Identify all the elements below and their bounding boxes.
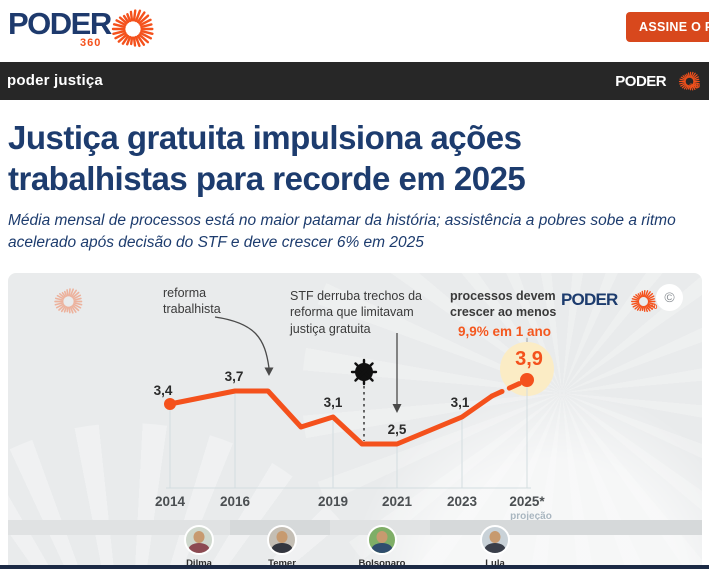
value-label-2019: 3,1 (323, 395, 343, 410)
president-photo (480, 525, 510, 555)
annotation-growth-forecast: processos devem crescer ao menos (450, 289, 557, 320)
x-tick-2023: 2023 (446, 494, 478, 509)
poder360-logo[interactable]: PODER 360 (8, 4, 168, 58)
president-name: Bolsonaro (358, 558, 406, 565)
projection-note: projeção (510, 511, 552, 522)
annotation-stf-decision: STF derruba trechos da reforma que limit… (290, 289, 423, 336)
chart-poder360-logo: PODER 360 (561, 290, 657, 315)
projected-data-point (520, 373, 534, 387)
president-photo (267, 525, 297, 555)
poder-logo-360: 360 (80, 37, 102, 49)
president-lula: Lula (460, 525, 530, 565)
x-tick-2014: 2014 (154, 494, 186, 509)
footer-strip (0, 565, 709, 569)
chart-logo-360: 360 (646, 304, 658, 311)
chart-starburst-icon (630, 288, 657, 315)
covid-virus-icon (350, 358, 378, 386)
value-label-2014: 3,4 (153, 383, 173, 398)
copyright-icon: © (656, 284, 683, 311)
stf-arrow (392, 333, 402, 413)
president-dilma: Dilma (164, 525, 234, 565)
article-subtitle: Média mensal de processos está no maior … (8, 212, 676, 252)
navbar-logo-text: PODER (615, 72, 667, 90)
president-name: Temer (268, 558, 296, 565)
first-data-point (164, 398, 176, 410)
value-label-2021: 2,5 (387, 422, 407, 437)
timeline-segment (8, 520, 230, 535)
president-name: Lula (485, 558, 505, 565)
projection-dashed-line (489, 378, 528, 399)
subscribe-button[interactable]: ASSINE O P (626, 12, 709, 42)
line-chart (164, 316, 554, 489)
gridlines (166, 380, 531, 489)
poder-logo-text: PODER (8, 6, 112, 41)
value-label-2016: 3,7 (224, 369, 244, 384)
value-label-2025: 3,9 (515, 348, 543, 370)
x-tick-2021: 2021 (381, 494, 413, 509)
navbar-starburst-icon (678, 70, 701, 93)
chart-logo-text: PODER (561, 290, 618, 309)
annotation-reforma-trabalhista: reforma trabalhista (163, 286, 221, 317)
small-down-arrow-icon: ↓ (523, 333, 531, 348)
poder-starburst-icon (110, 6, 156, 52)
x-tick-2019: 2019 (317, 494, 349, 509)
section-navbar: poder justiça PODER 360 (0, 62, 709, 100)
reforma-curved-arrow (214, 316, 274, 376)
annotation-growth-rate: 9,9% em 1 ano (458, 324, 552, 339)
data-line (167, 388, 495, 447)
president-photo (184, 525, 214, 555)
chart-watermark-starburst-icon (53, 286, 84, 317)
article-title: Justiça gratuita impulsiona ações trabal… (8, 119, 526, 197)
x-tick-2016: 2016 (219, 494, 251, 509)
breadcrumb-section[interactable]: poder justiça (7, 72, 103, 89)
president-bolsonaro: Bolsonaro (347, 525, 417, 565)
infographic: © PODER 360 reforma trabalhista STF derr… (8, 273, 702, 565)
president-temer: Temer (247, 525, 317, 565)
value-label-2023: 3,1 (450, 395, 470, 410)
x-tick-2025: 2025* (509, 494, 545, 509)
navbar-poder360-logo[interactable]: PODER 360 (615, 69, 701, 93)
president-photo (367, 525, 397, 555)
navbar-logo-360: 360 (689, 82, 700, 90)
projection-highlight-circle (500, 342, 554, 396)
president-name: Dilma (186, 558, 212, 565)
